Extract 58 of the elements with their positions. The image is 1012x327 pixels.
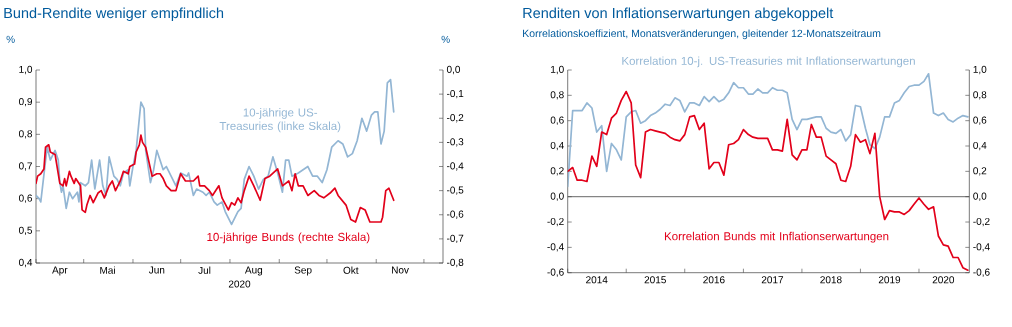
y-tick-label: 0,5 xyxy=(18,226,33,235)
y2-tick-label: 0,2 xyxy=(973,167,987,176)
series-label: Korrelation 10-j. US-Treasuries mit Inflationserwartungen xyxy=(622,56,915,68)
y2-tick-label: -0,7 xyxy=(446,234,464,244)
y2-tick-label: 1,0 xyxy=(973,65,987,75)
y-tick-label: 1,0 xyxy=(551,65,564,75)
y-tick-label: 0,7 xyxy=(18,162,32,171)
y-tick-label: 0,6 xyxy=(18,194,33,203)
y-tick-label: -0,4 xyxy=(547,243,564,252)
x-tick-label: Nov xyxy=(392,266,409,274)
y2-tick-label: -0,3 xyxy=(446,138,464,147)
y2-tick-label: -0,8 xyxy=(446,258,464,268)
y2-tick-label: 0,0 xyxy=(446,65,461,75)
y-tick-label: -0,2 xyxy=(547,217,564,227)
chart-title: Bund-Rendite weniger empfindlich xyxy=(4,7,224,22)
y-tick-label: 0,6 xyxy=(550,116,564,125)
x-tick-label: Aug xyxy=(244,266,263,276)
x-tick-label: Jun xyxy=(148,266,165,274)
y2-tick-label: -0,4 xyxy=(446,162,464,171)
x-tick-label: Jul xyxy=(198,266,211,274)
y2-tick-label: -0,2 xyxy=(446,114,464,123)
y2-tick-label: -0,4 xyxy=(973,243,990,252)
y-tick-label: -0,6 xyxy=(547,268,564,277)
y2-tick-label: 0,6 xyxy=(973,116,987,125)
y2-tick-label: -0,2 xyxy=(973,217,990,227)
y2-tick-label: -0,6 xyxy=(973,268,990,277)
y-tick-label: 0,9 xyxy=(18,98,33,107)
y-tick-label: 1,0 xyxy=(19,65,33,75)
chart-subtitle: Korrelationskoeffizient, Monatsveränderungen, gleitender 12-Monatszeitraum xyxy=(523,29,881,40)
x-tick-label: 2017 xyxy=(761,276,784,284)
y-axis-title: % xyxy=(6,35,15,43)
series-label: Korrelation Bunds mit Inflationserwartungen xyxy=(664,231,889,243)
y-tick-label: 0,4 xyxy=(550,141,564,151)
x-tick-label: Apr xyxy=(52,266,68,276)
x-tick-label: 2014 xyxy=(586,276,608,284)
y2-tick-label: -0,5 xyxy=(446,186,464,195)
x-tick-label: Okt xyxy=(343,266,359,274)
chart-title: Renditen von Inflationserwartungen abgekoppelt xyxy=(523,7,834,22)
y-tick-label: 0,8 xyxy=(18,130,33,139)
x-tick-label: 2018 xyxy=(820,276,842,284)
y2-axis-title: % xyxy=(441,35,450,43)
x-tick-label: Sep xyxy=(294,266,312,276)
y-tick-label: 0,0 xyxy=(550,192,564,201)
y-tick-label: 0,2 xyxy=(550,167,564,176)
x-tick-label: 2016 xyxy=(703,276,725,284)
y2-tick-label: 0,8 xyxy=(973,91,987,100)
y2-tick-label: 0,4 xyxy=(973,141,987,151)
x-tick-label: 2015 xyxy=(644,276,666,284)
y2-tick-label: 0,0 xyxy=(973,192,987,201)
y2-tick-label: -0,6 xyxy=(446,210,464,219)
x-tick-label: 2020 xyxy=(932,276,955,284)
series-label: 10-jährige Bunds (rechte Skala) xyxy=(207,232,370,244)
y-tick-label: 0,8 xyxy=(550,91,564,100)
y-tick-label: 0,4 xyxy=(18,258,33,268)
series-label: 10-jährige US-Treasuries (linke Skala) xyxy=(219,108,341,133)
y2-tick-label: -0,1 xyxy=(446,90,464,99)
x-tick-label: 2019 xyxy=(878,276,901,284)
x-tick-label: Mai xyxy=(100,266,115,274)
